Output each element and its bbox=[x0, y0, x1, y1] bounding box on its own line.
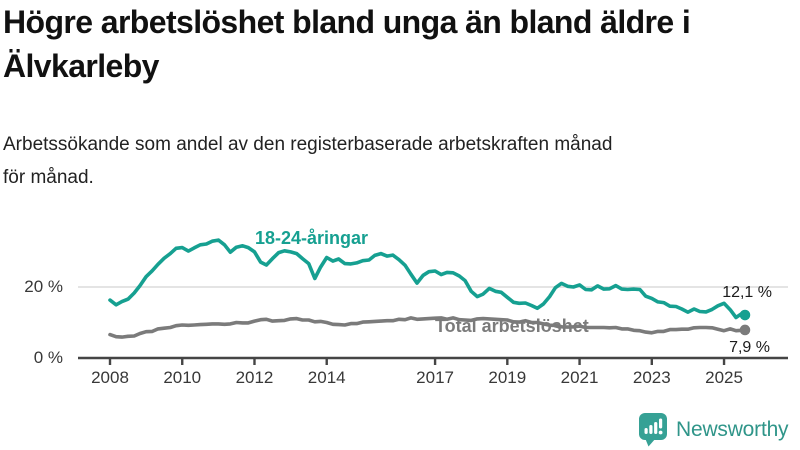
x-tick-label: 2025 bbox=[705, 368, 743, 387]
brand-name: Newsworthy bbox=[676, 417, 789, 441]
end-value-label-youth: 12,1 % bbox=[722, 284, 772, 301]
end-value-label-total: 7,9 % bbox=[729, 339, 770, 356]
series-label-total: Total arbetslöshet bbox=[435, 316, 589, 336]
x-tick-label: 2021 bbox=[561, 368, 599, 387]
x-tick-label: 2014 bbox=[308, 368, 346, 387]
y-tick-label: 20 % bbox=[24, 277, 63, 296]
brand-footer: Newsworthy bbox=[638, 412, 789, 447]
chart-subtitle-line-2: för månad. bbox=[3, 167, 94, 188]
chart-subtitle-line-1: Arbetssökande som andel av den registerb… bbox=[3, 134, 613, 155]
x-tick-label: 2008 bbox=[91, 368, 129, 387]
x-tick-label: 2010 bbox=[163, 368, 201, 387]
chart-subtitle: Arbetssökande som andel av den registerb… bbox=[3, 128, 763, 194]
newsworthy-logo-icon bbox=[639, 413, 667, 447]
series-end-dot bbox=[739, 309, 751, 321]
page-title-line-1: Högre arbetslöshet bland unga än bland ä… bbox=[3, 4, 691, 40]
page-title: Högre arbetslöshet bland unga än bland ä… bbox=[3, 0, 773, 88]
x-tick-label: 2017 bbox=[416, 368, 454, 387]
series-label-youth: 18-24-åringar bbox=[255, 228, 369, 248]
series-line bbox=[108, 316, 747, 339]
series-line bbox=[108, 238, 747, 320]
x-tick-label: 2012 bbox=[236, 368, 274, 387]
y-tick-label: 0 % bbox=[34, 348, 63, 367]
series-end-dot bbox=[739, 324, 751, 336]
page-title-line-2: Älvkarleby bbox=[3, 48, 159, 84]
x-tick-label: 2023 bbox=[633, 368, 671, 387]
x-tick-label: 2019 bbox=[488, 368, 526, 387]
